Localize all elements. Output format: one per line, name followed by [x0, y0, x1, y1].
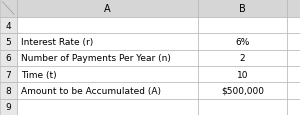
Bar [0, 99, 16, 115]
Text: 5: 5 [5, 38, 11, 47]
Text: 9: 9 [5, 102, 11, 111]
Bar [0, 18, 16, 34]
Bar [16, 0, 198, 18]
Bar [286, 18, 300, 34]
Bar [198, 83, 286, 99]
Bar [198, 0, 286, 18]
Text: 7: 7 [5, 70, 11, 79]
Text: 2: 2 [239, 54, 245, 63]
Text: A: A [104, 4, 111, 14]
Text: B: B [239, 4, 246, 14]
Bar [198, 50, 286, 66]
Bar [198, 34, 286, 50]
Bar [16, 34, 198, 50]
Bar [16, 50, 198, 66]
Bar [286, 66, 300, 83]
Text: 4: 4 [5, 22, 11, 30]
Text: Time (t): Time (t) [21, 70, 56, 79]
Text: Interest Rate (r): Interest Rate (r) [21, 38, 93, 47]
Bar [0, 34, 16, 50]
Bar [16, 99, 198, 115]
Bar [16, 18, 198, 34]
Bar [16, 83, 198, 99]
Bar [0, 50, 16, 66]
Bar [286, 99, 300, 115]
Text: $500,000: $500,000 [221, 86, 264, 95]
Text: 10: 10 [236, 70, 248, 79]
Bar [198, 18, 286, 34]
Bar [286, 83, 300, 99]
Text: Number of Payments Per Year (n): Number of Payments Per Year (n) [21, 54, 171, 63]
Bar [286, 34, 300, 50]
Bar [286, 50, 300, 66]
Text: 8: 8 [5, 86, 11, 95]
Bar [198, 99, 286, 115]
Bar [0, 0, 16, 18]
Bar [0, 83, 16, 99]
Text: Amount to be Accumulated (A): Amount to be Accumulated (A) [21, 86, 161, 95]
Text: 6%: 6% [235, 38, 249, 47]
Bar [16, 66, 198, 83]
Bar [286, 0, 300, 18]
Bar [0, 66, 16, 83]
Text: 6: 6 [5, 54, 11, 63]
Bar [198, 66, 286, 83]
